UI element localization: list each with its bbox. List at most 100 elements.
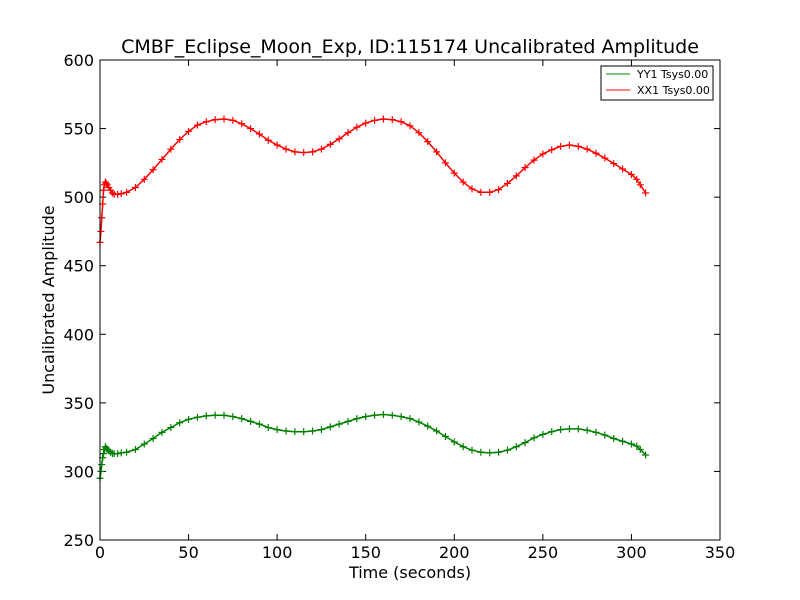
y-axis-label: Uncalibrated Amplitude <box>39 205 58 394</box>
data-point-xx1 <box>415 129 423 137</box>
data-point-yy1 <box>557 426 565 434</box>
data-point-yy1 <box>627 440 635 448</box>
data-point-xx1 <box>273 141 281 149</box>
data-point-yy1 <box>291 428 299 436</box>
legend: YY1 Tsys0.00 XX1 Tsys0.00 <box>600 65 714 101</box>
x-tick-label: 300 <box>616 543 647 562</box>
data-point-xx1 <box>309 148 317 156</box>
y-tick-label: 400 <box>63 325 94 344</box>
data-point-xx1 <box>495 186 503 194</box>
data-point-yy1 <box>273 426 281 434</box>
data-point-xx1 <box>468 185 476 193</box>
data-point-xx1 <box>486 188 494 196</box>
legend-label-xx1: XX1 Tsys0.00 <box>637 84 710 97</box>
data-point-yy1 <box>379 411 387 419</box>
data-point-yy1 <box>424 422 432 430</box>
x-tick-label: 0 <box>95 543 105 562</box>
data-point-xx1 <box>131 184 139 192</box>
x-tick-label: 350 <box>705 543 736 562</box>
data-point-yy1 <box>247 417 255 425</box>
data-point-yy1 <box>344 417 352 425</box>
y-tick-label: 500 <box>63 188 94 207</box>
data-point-xx1 <box>158 155 166 163</box>
data-point-yy1 <box>131 445 139 453</box>
data-point-yy1 <box>459 443 467 451</box>
data-point-yy1 <box>565 425 573 433</box>
data-point-xx1 <box>344 129 352 137</box>
data-point-yy1 <box>574 425 582 433</box>
data-point-xx1 <box>264 136 272 144</box>
data-point-xx1 <box>548 146 556 154</box>
data-point-yy1 <box>193 413 201 421</box>
data-point-yy1 <box>97 467 105 475</box>
data-point-yy1 <box>415 418 423 426</box>
data-point-xx1 <box>282 145 290 153</box>
data-point-xx1 <box>450 169 458 177</box>
data-point-xx1 <box>326 140 334 148</box>
data-point-xx1 <box>114 190 122 198</box>
data-point-xx1 <box>371 116 379 124</box>
data-point-yy1 <box>229 413 237 421</box>
data-point-xx1 <box>459 178 467 186</box>
data-point-yy1 <box>477 448 485 456</box>
data-point-yy1 <box>282 427 290 435</box>
data-point-yy1 <box>642 451 650 459</box>
data-point-xx1 <box>317 145 325 153</box>
data-point-xx1 <box>362 119 370 127</box>
data-point-yy1 <box>98 461 106 469</box>
data-point-xx1 <box>642 189 650 197</box>
data-point-xx1 <box>211 116 219 124</box>
data-point-yy1 <box>495 448 503 456</box>
data-point-yy1 <box>211 411 219 419</box>
data-point-yy1 <box>633 442 641 450</box>
y-tick-label: 600 <box>63 51 94 70</box>
x-axis-label: Time (seconds) <box>348 563 471 582</box>
data-point-xx1 <box>335 135 343 143</box>
data-point-xx1 <box>255 130 263 138</box>
data-point-xx1 <box>176 136 184 144</box>
data-point-yy1 <box>450 438 458 446</box>
data-point-yy1 <box>309 427 317 435</box>
data-point-xx1 <box>247 125 255 133</box>
data-point-yy1 <box>397 413 405 421</box>
data-point-yy1 <box>167 424 175 432</box>
data-point-xx1 <box>574 142 582 150</box>
data-point-xx1 <box>530 156 538 164</box>
y-tick-label: 550 <box>63 120 94 139</box>
y-tick-label: 450 <box>63 257 94 276</box>
data-point-yy1 <box>100 450 108 458</box>
plot-frame <box>99 59 721 541</box>
data-point-xx1 <box>98 214 106 222</box>
data-point-xx1 <box>100 186 108 194</box>
data-point-yy1 <box>300 428 308 436</box>
data-point-yy1 <box>317 426 325 434</box>
data-point-xx1 <box>521 164 529 172</box>
data-point-yy1 <box>433 427 441 435</box>
data-point-xx1 <box>636 181 644 189</box>
data-point-xx1 <box>424 138 432 146</box>
data-point-xx1 <box>140 175 148 183</box>
data-point-yy1 <box>539 430 547 438</box>
data-point-xx1 <box>291 148 299 156</box>
data-point-xx1 <box>633 175 641 183</box>
data-point-yy1 <box>123 448 131 456</box>
data-point-yy1 <box>149 435 157 443</box>
x-tick-label: 100 <box>262 543 293 562</box>
chart-title: CMBF_Eclipse_Moon_Exp, ID:115174 Uncalib… <box>121 36 699 58</box>
y-tick-label: 350 <box>63 394 94 413</box>
data-point-yy1 <box>548 428 556 436</box>
data-point-xx1 <box>619 165 627 173</box>
data-point-yy1 <box>486 449 494 457</box>
data-point-xx1 <box>202 118 210 126</box>
data-point-xx1 <box>565 141 573 149</box>
data-point-yy1 <box>255 420 263 428</box>
data-point-xx1 <box>97 227 105 235</box>
x-tick-label: 200 <box>439 543 470 562</box>
y-tick-label: 300 <box>63 462 94 481</box>
data-point-xx1 <box>557 142 565 150</box>
data-point-yy1 <box>220 411 228 419</box>
data-point-xx1 <box>610 160 618 168</box>
data-point-xx1 <box>238 120 246 128</box>
data-point-xx1 <box>388 116 396 124</box>
data-point-yy1 <box>583 426 591 434</box>
